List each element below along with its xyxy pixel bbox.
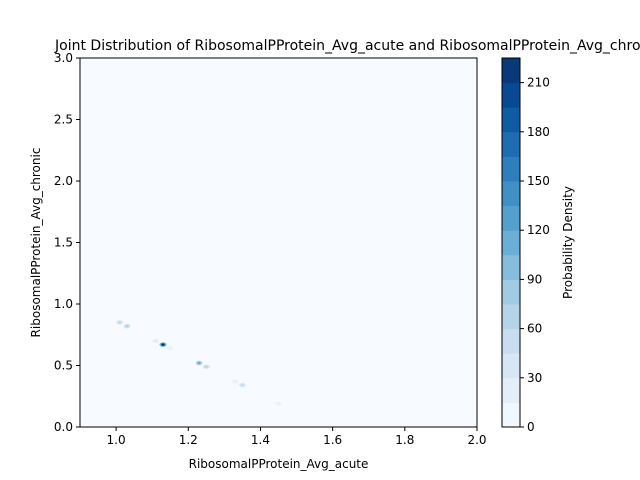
colorbar-label: Probability Density [561,186,575,299]
plot-background [80,58,477,427]
y-tick-label: 2.5 [54,113,73,127]
colorbar-band [502,181,520,207]
x-tick-label: 1.8 [395,433,414,447]
density-peak-9 [274,401,283,407]
colorbar-band [502,328,520,354]
colorbar-band [502,279,520,305]
density-peak-7 [231,379,239,384]
colorbar-frame [501,57,521,428]
x-tick-label: 2.0 [467,433,486,447]
colorbar-tick-label: 180 [527,125,550,139]
density-peak-0 [116,320,124,325]
density-peak-8 [238,382,247,388]
y-tick-label: 0.5 [54,359,73,373]
colorbar-band [502,205,520,231]
y-tick-label: 1.0 [54,297,73,311]
colorbar-tick-label: 150 [527,174,550,188]
density-peak-5 [195,360,203,366]
density-peak-1 [123,323,131,329]
x-tick-label: 1.2 [179,433,198,447]
y-axis-label: RibosomalPProtein_Avg_chronic [29,148,43,338]
y-tick-label: 3.0 [54,51,73,65]
chart-title: Joint Distribution of RibosomalPProtein_… [54,38,640,54]
colorbar-ticks: 0 30 60 90 120 150 180 210 [520,76,550,434]
x-tick-label: 1.4 [251,433,270,447]
colorbar-band [502,402,520,428]
colorbar-band [502,58,520,84]
density-peak-6 [202,364,210,370]
y-tick-label: 1.5 [54,236,73,250]
density-layer [116,320,283,407]
y-axis: 0.0 0.5 1.0 1.5 2.0 2.5 3.0 [54,51,80,434]
y-tick-label: 0.0 [54,420,73,434]
colorbar-band [502,230,520,256]
y-tick-label: 2.0 [54,174,73,188]
density-peak-4 [166,345,174,351]
colorbar-band [502,254,520,280]
colorbar-tick-label: 90 [527,272,542,286]
colorbar-band [502,377,520,403]
colorbar-band [502,107,520,133]
colorbar-band [502,131,520,157]
x-axis-label: RibosomalPProtein_Avg_acute [189,457,369,471]
colorbar-tick-label: 210 [527,76,550,90]
density-peak-2 [152,338,160,344]
colorbar-tick-label: 0 [527,420,535,434]
colorbar-band [502,304,520,330]
x-tick-label: 1.0 [107,433,126,447]
colorbar-tick-label: 120 [527,223,550,237]
x-axis: 1.0 1.2 1.4 1.6 1.8 2.0 [107,427,487,447]
density-peak-3 [159,342,167,347]
colorbar-tick-label: 30 [527,371,542,385]
colorbar-band [502,156,520,182]
colorbar-tick-label: 60 [527,322,542,336]
colorbar-band [502,353,520,379]
x-tick-label: 1.6 [323,433,342,447]
colorbar-band [502,82,520,108]
colorbar [502,58,520,428]
